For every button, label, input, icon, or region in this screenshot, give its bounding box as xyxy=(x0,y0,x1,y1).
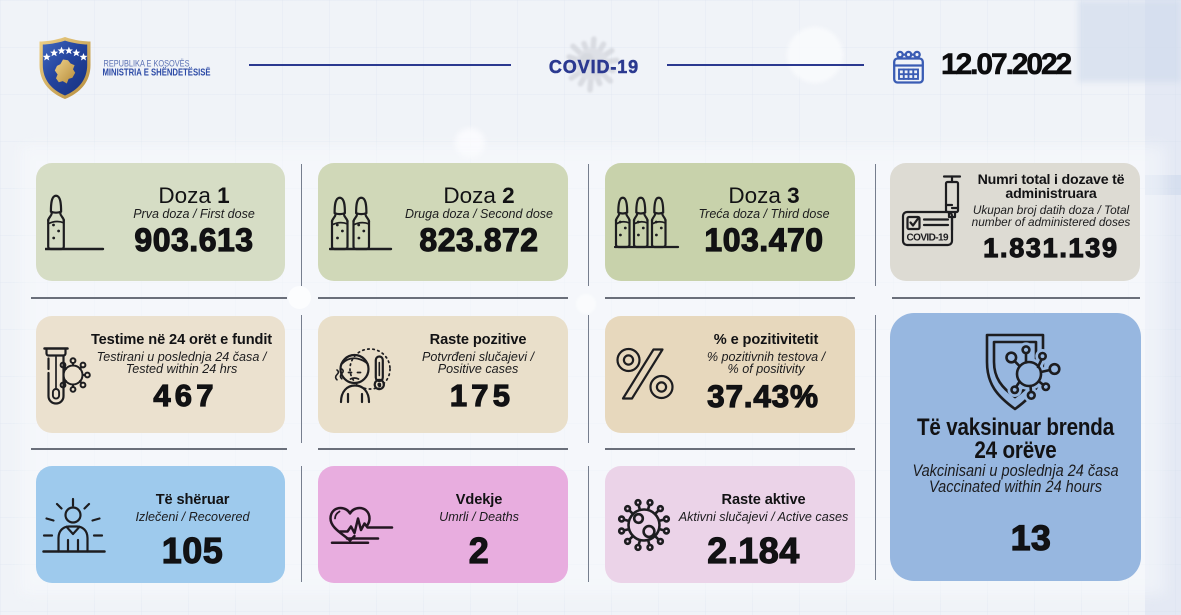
svg-text:COVID-19: COVID-19 xyxy=(907,233,949,244)
svg-text:REPUBLIKA E KOSOVËS: REPUBLIKA E KOSOVËS xyxy=(104,59,190,70)
svg-text:MINISTRIA E SHËNDETËSISË: MINISTRIA E SHËNDETËSISË xyxy=(103,68,211,79)
